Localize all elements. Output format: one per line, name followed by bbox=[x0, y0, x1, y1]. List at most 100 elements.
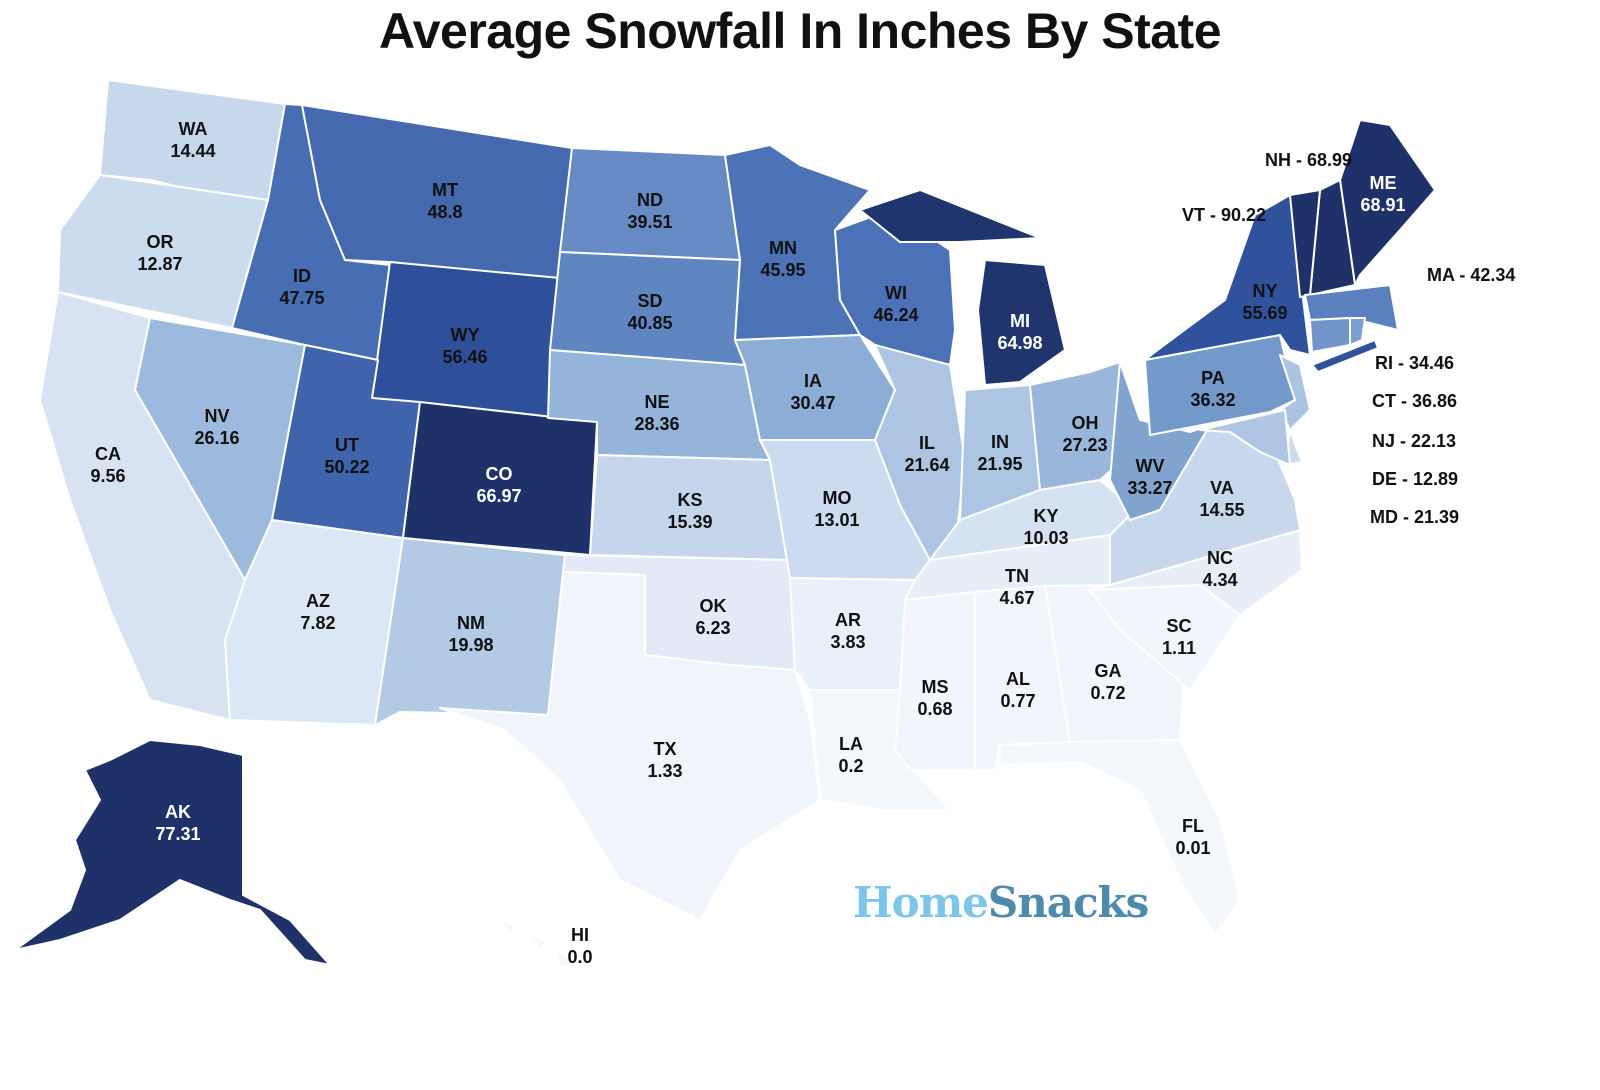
state-ny bbox=[1144, 194, 1311, 361]
state-code-label-il: IL bbox=[919, 433, 935, 453]
state-shapes bbox=[14, 79, 1436, 969]
state-hi bbox=[554, 949, 576, 969]
logo-part-snacks: Snacks bbox=[987, 878, 1149, 927]
state-code-label-ar: AR bbox=[835, 610, 861, 630]
state-value-label-ga: 0.72 bbox=[1090, 683, 1125, 703]
callout-label-de: DE - 12.89 bbox=[1372, 469, 1458, 489]
state-value-label-co: 66.97 bbox=[476, 486, 521, 506]
state-value-label-va: 14.55 bbox=[1199, 500, 1244, 520]
logo-part-home: Home bbox=[853, 878, 989, 927]
state-code-label-nm: NM bbox=[457, 613, 485, 633]
state-code-label-wa: WA bbox=[179, 119, 208, 139]
state-code-label-fl: FL bbox=[1182, 816, 1204, 836]
state-code-label-mn: MN bbox=[769, 238, 797, 258]
state-value-label-in: 21.95 bbox=[977, 454, 1022, 474]
state-value-label-oh: 27.23 bbox=[1062, 435, 1107, 455]
state-code-label-oh: OH bbox=[1072, 413, 1099, 433]
state-hi bbox=[499, 919, 516, 936]
state-fl bbox=[999, 739, 1241, 936]
state-code-label-wy: WY bbox=[451, 325, 480, 345]
state-code-label-mi: MI bbox=[1010, 311, 1030, 331]
state-value-label-ny: 55.69 bbox=[1242, 303, 1287, 323]
state-or bbox=[57, 174, 269, 329]
state-code-label-wv: WV bbox=[1136, 456, 1165, 476]
state-code-label-ny: NY bbox=[1252, 281, 1277, 301]
callout-label-ma: MA - 42.34 bbox=[1427, 265, 1515, 285]
state-code-label-ky: KY bbox=[1033, 506, 1058, 526]
callout-label-nj: NJ - 22.13 bbox=[1372, 431, 1456, 451]
state-code-label-ak: AK bbox=[165, 802, 191, 822]
state-code-label-va: VA bbox=[1210, 478, 1234, 498]
state-code-label-ne: NE bbox=[644, 392, 669, 412]
callout-label-ri: RI - 34.46 bbox=[1375, 353, 1454, 373]
state-hi bbox=[529, 934, 549, 951]
state-value-label-mo: 13.01 bbox=[814, 510, 859, 530]
state-code-label-hi: HI bbox=[571, 925, 589, 945]
state-mi bbox=[859, 189, 1041, 243]
state-md bbox=[1199, 409, 1291, 466]
state-value-label-il: 21.64 bbox=[904, 455, 949, 475]
state-code-label-ut: UT bbox=[335, 435, 359, 455]
state-code-label-or: OR bbox=[147, 232, 174, 252]
state-value-label-me: 68.91 bbox=[1360, 195, 1405, 215]
state-code-label-nd: ND bbox=[637, 190, 663, 210]
state-me bbox=[1339, 119, 1436, 286]
state-value-label-ky: 10.03 bbox=[1023, 528, 1068, 548]
state-code-label-pa: PA bbox=[1201, 368, 1225, 388]
callout-label-vt: VT - 90.22 bbox=[1182, 205, 1266, 225]
state-value-label-ks: 15.39 bbox=[667, 512, 712, 532]
state-mi bbox=[977, 259, 1066, 386]
state-code-label-ga: GA bbox=[1095, 661, 1122, 681]
state-value-label-mi: 64.98 bbox=[997, 333, 1042, 353]
state-value-label-tx: 1.33 bbox=[647, 761, 682, 781]
state-value-label-la: 0.2 bbox=[838, 756, 863, 776]
state-value-label-nd: 39.51 bbox=[627, 212, 672, 232]
state-value-label-al: 0.77 bbox=[1000, 691, 1035, 711]
state-value-label-nc: 4.34 bbox=[1202, 570, 1237, 590]
state-value-label-tn: 4.67 bbox=[999, 588, 1034, 608]
state-code-label-nv: NV bbox=[204, 406, 229, 426]
state-value-label-sd: 40.85 bbox=[627, 313, 672, 333]
state-ny bbox=[1311, 339, 1379, 373]
state-code-label-mo: MO bbox=[823, 488, 852, 508]
state-ct bbox=[1309, 317, 1351, 353]
state-code-label-in: IN bbox=[991, 432, 1009, 452]
state-code-label-al: AL bbox=[1006, 669, 1030, 689]
state-code-label-tn: TN bbox=[1005, 566, 1029, 586]
state-code-label-mt: MT bbox=[432, 180, 458, 200]
state-value-label-sc: 1.11 bbox=[1162, 638, 1196, 658]
state-value-label-hi: 0.0 bbox=[567, 947, 592, 967]
state-code-label-ok: OK bbox=[700, 596, 727, 616]
state-value-label-wi: 46.24 bbox=[873, 305, 918, 325]
state-code-label-wi: WI bbox=[885, 283, 907, 303]
state-code-label-ks: KS bbox=[677, 490, 702, 510]
state-value-label-id: 47.75 bbox=[279, 288, 324, 308]
state-value-label-wy: 56.46 bbox=[442, 347, 487, 367]
state-tx bbox=[439, 571, 821, 921]
state-code-label-id: ID bbox=[293, 266, 311, 286]
callout-label-ct: CT - 36.86 bbox=[1372, 391, 1457, 411]
state-value-label-mt: 48.8 bbox=[427, 202, 462, 222]
state-code-label-nc: NC bbox=[1207, 548, 1233, 568]
state-code-label-tx: TX bbox=[653, 739, 676, 759]
state-value-label-ok: 6.23 bbox=[695, 618, 730, 638]
state-code-label-co: CO bbox=[486, 464, 513, 484]
state-value-label-ar: 3.83 bbox=[830, 632, 865, 652]
map-title: Average Snowfall In Inches By State bbox=[378, 3, 1222, 59]
state-value-label-or: 12.87 bbox=[137, 254, 182, 274]
state-ak bbox=[14, 739, 331, 966]
homesnacks-logo: HomeSnacks bbox=[853, 878, 1149, 927]
state-value-label-nm: 19.98 bbox=[448, 635, 493, 655]
state-value-label-ne: 28.36 bbox=[634, 414, 679, 434]
state-value-label-ia: 30.47 bbox=[790, 393, 835, 413]
state-code-label-az: AZ bbox=[306, 591, 330, 611]
state-value-label-fl: 0.01 bbox=[1175, 838, 1210, 858]
state-code-label-la: LA bbox=[839, 734, 863, 754]
state-code-label-ca: CA bbox=[95, 444, 121, 464]
callout-label-md: MD - 21.39 bbox=[1370, 507, 1459, 527]
state-value-label-ut: 50.22 bbox=[324, 457, 369, 477]
state-code-label-sc: SC bbox=[1166, 616, 1191, 636]
state-value-label-ms: 0.68 bbox=[917, 699, 952, 719]
